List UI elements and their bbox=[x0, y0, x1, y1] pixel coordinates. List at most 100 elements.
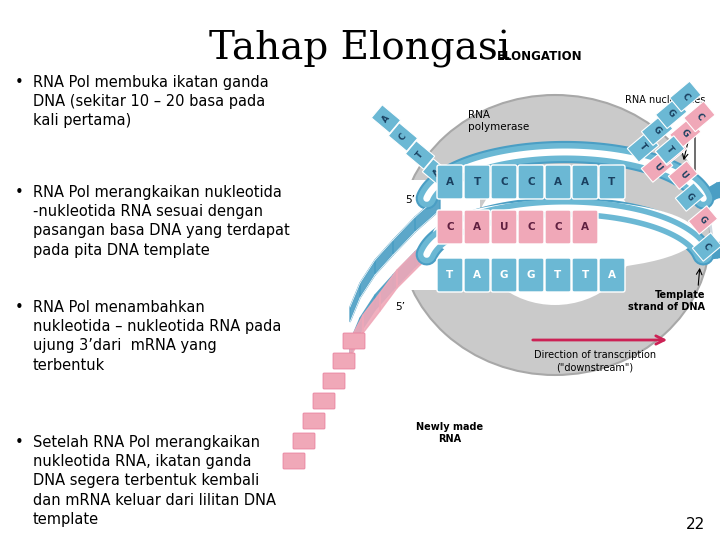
Text: G: G bbox=[698, 214, 708, 226]
Polygon shape bbox=[375, 275, 393, 310]
Bar bbox=[693, 233, 720, 261]
Text: Newly made
RNA: Newly made RNA bbox=[416, 422, 484, 444]
Polygon shape bbox=[363, 293, 380, 333]
Text: G: G bbox=[500, 270, 508, 280]
Text: RNA Pol merangkaikan nukleotida
-nukleotida RNA sesuai dengan
pasangan basa DNA : RNA Pol merangkaikan nukleotida -nukleot… bbox=[33, 185, 289, 258]
Text: G: G bbox=[665, 107, 677, 119]
FancyBboxPatch shape bbox=[572, 210, 598, 244]
Polygon shape bbox=[375, 240, 393, 275]
Polygon shape bbox=[420, 225, 445, 265]
FancyBboxPatch shape bbox=[518, 165, 544, 199]
Text: T: T bbox=[608, 177, 616, 187]
Text: A: A bbox=[446, 177, 454, 187]
Bar bbox=[388, 123, 418, 151]
Polygon shape bbox=[415, 230, 440, 267]
Bar bbox=[627, 132, 659, 162]
Polygon shape bbox=[350, 283, 360, 322]
Text: C: C bbox=[527, 222, 535, 232]
Text: T: T bbox=[581, 270, 589, 280]
FancyBboxPatch shape bbox=[283, 453, 305, 469]
Text: A: A bbox=[473, 222, 481, 232]
Text: Setelah RNA Pol merangkaikan
nukleotida RNA, ikatan ganda
DNA segera terbentuk k: Setelah RNA Pol merangkaikan nukleotida … bbox=[33, 435, 276, 527]
FancyBboxPatch shape bbox=[313, 393, 335, 409]
FancyBboxPatch shape bbox=[491, 258, 517, 292]
FancyBboxPatch shape bbox=[323, 373, 345, 389]
Text: ELONGATION: ELONGATION bbox=[498, 50, 582, 63]
Ellipse shape bbox=[475, 165, 635, 305]
Text: C: C bbox=[694, 111, 705, 122]
Polygon shape bbox=[360, 260, 375, 298]
Text: T: T bbox=[554, 270, 562, 280]
Bar bbox=[655, 98, 687, 129]
Text: A: A bbox=[581, 222, 589, 232]
Text: G: G bbox=[527, 270, 535, 280]
Ellipse shape bbox=[400, 95, 710, 375]
FancyBboxPatch shape bbox=[303, 413, 325, 429]
FancyBboxPatch shape bbox=[293, 433, 315, 449]
Polygon shape bbox=[700, 183, 717, 208]
Text: A: A bbox=[608, 270, 616, 280]
Text: U: U bbox=[678, 170, 688, 180]
Polygon shape bbox=[717, 180, 720, 198]
FancyBboxPatch shape bbox=[545, 258, 571, 292]
Text: T: T bbox=[665, 145, 675, 155]
Text: 3’ end: 3’ end bbox=[570, 197, 603, 214]
Text: •: • bbox=[15, 185, 24, 200]
Polygon shape bbox=[700, 243, 717, 260]
Text: A: A bbox=[380, 113, 392, 124]
FancyBboxPatch shape bbox=[518, 210, 544, 244]
Polygon shape bbox=[717, 240, 720, 258]
Text: C: C bbox=[500, 177, 508, 187]
Bar bbox=[405, 141, 435, 169]
FancyBboxPatch shape bbox=[599, 165, 625, 199]
Bar bbox=[670, 81, 701, 112]
Text: Direction of transcription
("downstream"): Direction of transcription ("downstream"… bbox=[534, 350, 656, 373]
Text: T: T bbox=[473, 177, 481, 187]
Bar bbox=[670, 118, 701, 149]
Polygon shape bbox=[350, 315, 363, 358]
Text: A: A bbox=[473, 270, 481, 280]
Bar bbox=[423, 159, 451, 187]
Bar bbox=[688, 206, 718, 234]
Text: RNA Pol menambahkan
nukleotida – nukleotida RNA pada
ujung 3’dari  mRNA yang
ter: RNA Pol menambahkan nukleotida – nukleot… bbox=[33, 300, 282, 373]
FancyBboxPatch shape bbox=[572, 258, 598, 292]
Bar bbox=[684, 101, 715, 132]
Text: •: • bbox=[15, 75, 24, 90]
Text: C: C bbox=[701, 242, 712, 252]
FancyBboxPatch shape bbox=[343, 333, 365, 349]
Polygon shape bbox=[380, 270, 397, 311]
Text: T: T bbox=[446, 270, 454, 280]
Text: A: A bbox=[581, 177, 589, 187]
Text: 22: 22 bbox=[685, 517, 705, 532]
Polygon shape bbox=[415, 195, 440, 232]
Polygon shape bbox=[350, 318, 360, 357]
Text: C: C bbox=[680, 91, 691, 102]
Text: C: C bbox=[397, 132, 408, 142]
Text: C: C bbox=[446, 222, 454, 232]
Polygon shape bbox=[393, 252, 415, 290]
FancyBboxPatch shape bbox=[464, 165, 490, 199]
Text: U: U bbox=[651, 161, 663, 173]
Text: C: C bbox=[554, 222, 562, 232]
Text: 5’: 5’ bbox=[405, 195, 415, 205]
Bar bbox=[675, 183, 705, 211]
FancyBboxPatch shape bbox=[437, 210, 463, 244]
Text: Tahap Elongasi: Tahap Elongasi bbox=[210, 30, 510, 68]
FancyBboxPatch shape bbox=[491, 165, 517, 199]
Text: •: • bbox=[15, 300, 24, 315]
FancyBboxPatch shape bbox=[572, 165, 598, 199]
Text: RNA Pol membuka ikatan ganda
DNA (sekitar 10 – 20 basa pada
kali pertama): RNA Pol membuka ikatan ganda DNA (sekita… bbox=[33, 75, 269, 129]
Text: T: T bbox=[415, 150, 426, 160]
Text: U: U bbox=[500, 222, 508, 232]
Text: RNA nucleotides: RNA nucleotides bbox=[625, 95, 705, 105]
Bar bbox=[642, 115, 673, 145]
FancyBboxPatch shape bbox=[437, 258, 463, 292]
Text: Template
strand of DNA: Template strand of DNA bbox=[628, 290, 705, 313]
Text: A: A bbox=[554, 177, 562, 187]
FancyBboxPatch shape bbox=[491, 210, 517, 244]
Bar bbox=[642, 152, 672, 183]
FancyBboxPatch shape bbox=[333, 353, 355, 369]
Text: T: T bbox=[637, 141, 649, 152]
FancyBboxPatch shape bbox=[599, 258, 625, 292]
Text: •: • bbox=[15, 435, 24, 450]
